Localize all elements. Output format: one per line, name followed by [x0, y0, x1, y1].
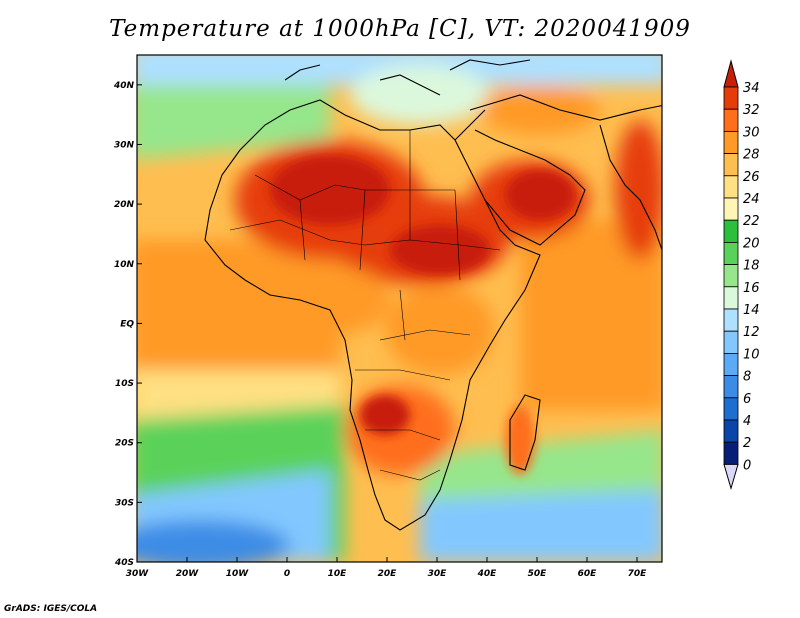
colorbar-label: 14: [743, 303, 760, 318]
colorbar-top-arrow: [723, 59, 739, 88]
colorbar-label: 18: [743, 259, 760, 274]
latitude-axis: 40N 30N 20N 10N EQ 10S 20S 30S 40S: [113, 81, 142, 568]
lat-tick-label: 10N: [114, 260, 135, 270]
colorbar-label: 16: [743, 281, 760, 296]
longitude-axis: 30W 20W 10W 0 10E 20E 30E 40E 50E 60E 70E: [126, 557, 647, 579]
colorbar-swatch: [723, 86, 739, 110]
colorbar-label: 0: [743, 458, 751, 473]
colorbar-label: 30: [743, 125, 760, 140]
colorbar-swatch: [723, 264, 739, 288]
colorbar-label: 12: [743, 325, 760, 340]
colorbar-label: 20: [743, 236, 760, 251]
credit-label: GrADS: IGES/COLA: [4, 604, 98, 614]
colorbar-label: 8: [743, 370, 751, 385]
lat-tick-label: EQ: [120, 319, 134, 329]
colorbar-swatch: [723, 108, 739, 132]
colorbar-label: 22: [743, 214, 760, 229]
map-title: Temperature at 1000hPa [C], VT: 20200419…: [109, 16, 691, 42]
colorbar-label: 2: [743, 436, 751, 451]
colorbar-label: 4: [743, 414, 751, 429]
lon-tick-label: 20E: [378, 569, 398, 579]
lon-tick-label: 30E: [428, 569, 448, 579]
lon-tick-label: 10W: [226, 569, 250, 579]
colorbar-swatch: [723, 219, 739, 243]
plot-frame: [136, 54, 663, 563]
colorbar-swatch: [723, 352, 739, 376]
lat-tick-label: 30S: [115, 498, 134, 508]
colorbar-swatch: [723, 130, 739, 154]
coastlines: [204, 59, 662, 531]
colorbar-swatch: [723, 175, 739, 199]
colorbar-swatch: [723, 330, 739, 354]
lon-tick-label: 0: [284, 569, 290, 579]
colorbar-label: 32: [743, 103, 760, 118]
lon-tick-label: 20W: [176, 569, 200, 579]
lon-tick-label: 50E: [528, 569, 548, 579]
lon-tick-label: 40E: [477, 569, 498, 579]
colorbar-label: 28: [743, 148, 760, 163]
lat-tick-label: 40S: [114, 558, 134, 568]
country-borders: [229, 130, 501, 481]
colorbar-swatch: [723, 241, 739, 265]
lat-tick-label: 20S: [115, 439, 134, 449]
lat-tick-label: 30N: [114, 140, 135, 150]
colorbar-label: 24: [743, 192, 760, 207]
colorbar-label: 26: [743, 170, 760, 185]
lon-tick-label: 60E: [578, 569, 598, 579]
temperature-field: [137, 55, 662, 562]
colorbar-swatch: [723, 286, 739, 310]
lat-tick-label: 40N: [113, 81, 135, 91]
lon-tick-label: 10E: [328, 569, 348, 579]
colorbar-label: 34: [743, 81, 760, 96]
colorbar-label: 10: [743, 347, 760, 362]
colorbar-bottom-arrow: [723, 463, 739, 491]
lon-tick-label: 30W: [126, 569, 150, 579]
lon-tick-label: 70E: [628, 569, 648, 579]
colorbar-swatch: [723, 308, 739, 332]
colorbar-swatch: [723, 375, 739, 399]
colorbar-swatch: [723, 197, 739, 221]
colorbar-label: 6: [743, 392, 751, 407]
colorbar-swatch: [723, 441, 739, 465]
colorbar-swatch: [723, 419, 739, 443]
colorbar-swatch: [723, 397, 739, 421]
lat-tick-label: 10S: [115, 379, 134, 389]
colorbar-swatch: [723, 153, 739, 177]
lat-tick-label: 20N: [114, 200, 135, 210]
